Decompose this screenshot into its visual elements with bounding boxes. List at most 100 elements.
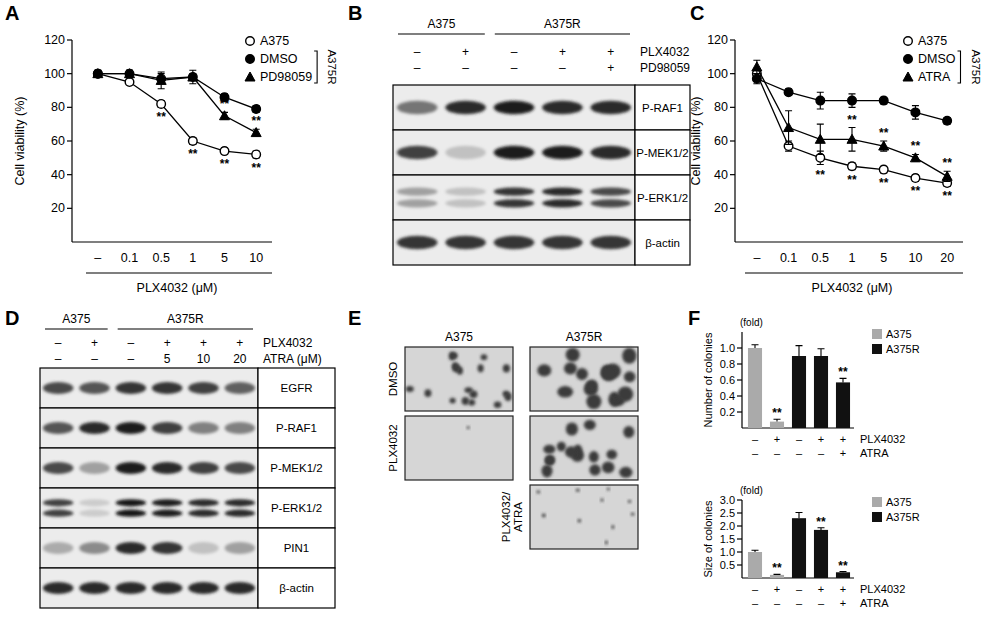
- y-tick-label: 0.5: [720, 559, 735, 571]
- band: [79, 382, 110, 394]
- treatment-sign: 5: [164, 352, 171, 366]
- band-upper: [188, 499, 219, 506]
- band: [152, 462, 183, 474]
- y-tick-label: 0.2: [720, 406, 735, 418]
- treatment-sign: –: [414, 45, 421, 59]
- colony: [536, 491, 540, 494]
- significance: **: [220, 157, 230, 171]
- significance: **: [188, 147, 198, 161]
- error-bar: [158, 101, 165, 108]
- significance: **: [942, 189, 952, 203]
- colony: [467, 426, 470, 429]
- band: [43, 542, 74, 554]
- treatment-sign: –: [91, 352, 98, 366]
- legend-bracket: [314, 51, 317, 83]
- band: [542, 236, 583, 250]
- data-point: [911, 174, 920, 183]
- band-label-cell: [258, 408, 335, 448]
- error-bar: [189, 138, 196, 145]
- colony: [449, 352, 456, 361]
- band: [116, 422, 147, 434]
- treatment-sign: –: [818, 447, 825, 459]
- y-tick-label: 100: [707, 67, 728, 81]
- column-label: A375: [445, 330, 473, 344]
- y-tick: [737, 379, 742, 380]
- colony: [589, 451, 599, 463]
- y-tick: [737, 363, 742, 364]
- bar: [792, 356, 806, 428]
- colony: [566, 422, 578, 435]
- band-upper: [542, 188, 583, 196]
- significance: **: [251, 114, 261, 128]
- colony: [600, 498, 603, 501]
- band-label-cell: [258, 568, 335, 608]
- band: [397, 188, 438, 208]
- y-tick-label: 0.4: [720, 390, 735, 402]
- colony: [542, 465, 553, 478]
- data-point: [251, 128, 261, 137]
- treatment-sign: +: [774, 583, 780, 595]
- column-label: A375R: [566, 330, 603, 344]
- band-upper: [590, 188, 631, 196]
- y-tick: [730, 39, 735, 40]
- plot-area: [748, 345, 850, 428]
- y-tick: [737, 411, 742, 412]
- treatment-sign: –: [818, 597, 825, 609]
- band-label-cell: [258, 368, 335, 408]
- band-upper: [225, 499, 256, 506]
- plot-area: [748, 512, 850, 578]
- treatment-sign: +: [236, 336, 243, 350]
- blot-strip: [393, 85, 635, 130]
- error-bar: [912, 175, 919, 182]
- group-label: A375: [62, 312, 90, 326]
- y-tick-label: 60: [51, 134, 65, 148]
- y-tick-label: 0.6: [720, 374, 735, 386]
- treatment-sign: –: [462, 61, 469, 75]
- treatment-label: ATRA: [860, 597, 889, 609]
- band-upper: [43, 499, 74, 506]
- blot-strip: [40, 368, 258, 408]
- band: [116, 462, 147, 474]
- error-bar: [849, 163, 856, 170]
- y-unit-label: (fold): [740, 485, 763, 496]
- treatment-sign: +: [840, 433, 846, 445]
- band: [188, 499, 219, 517]
- y-tick-label: 20: [51, 201, 65, 215]
- colony: [623, 426, 634, 438]
- x-label-rule: [86, 272, 272, 273]
- colony: [565, 446, 577, 457]
- data-point: [94, 69, 103, 78]
- treatment-sign: +: [91, 336, 98, 350]
- band-lower: [542, 199, 583, 207]
- band-label: P-ERK1/2: [637, 192, 688, 204]
- x-tick-label: 5: [221, 251, 228, 265]
- significance: **: [156, 110, 166, 124]
- treatment-sign: +: [818, 433, 824, 445]
- y-tick: [67, 107, 72, 108]
- legend-group-label: A375R: [970, 49, 982, 84]
- treatment-sign: –: [55, 336, 62, 350]
- y-tick: [737, 538, 742, 539]
- treatment-sign: –: [752, 583, 759, 595]
- legend: A375A375R: [872, 328, 920, 355]
- colony: [601, 366, 617, 381]
- colony: [468, 399, 475, 405]
- y-tick-label: 40: [51, 168, 65, 182]
- treatment-sign: +: [840, 597, 846, 609]
- colony: [545, 456, 555, 466]
- bar: [748, 348, 762, 428]
- group-rule: [398, 33, 485, 34]
- bar: [748, 552, 762, 578]
- band: [225, 542, 256, 554]
- treatment-label: PLX4032: [860, 583, 905, 595]
- band-label: P-MEK1/2: [636, 147, 688, 159]
- band: [494, 146, 535, 160]
- colony: [452, 362, 459, 369]
- x-tick-label: 0.1: [780, 251, 797, 265]
- data-point: [879, 141, 889, 150]
- group-label: A375R: [167, 312, 204, 326]
- legend-label: DMSO: [260, 52, 298, 66]
- band-label-cell: [258, 528, 335, 568]
- band: [43, 382, 74, 394]
- colony: [545, 455, 555, 464]
